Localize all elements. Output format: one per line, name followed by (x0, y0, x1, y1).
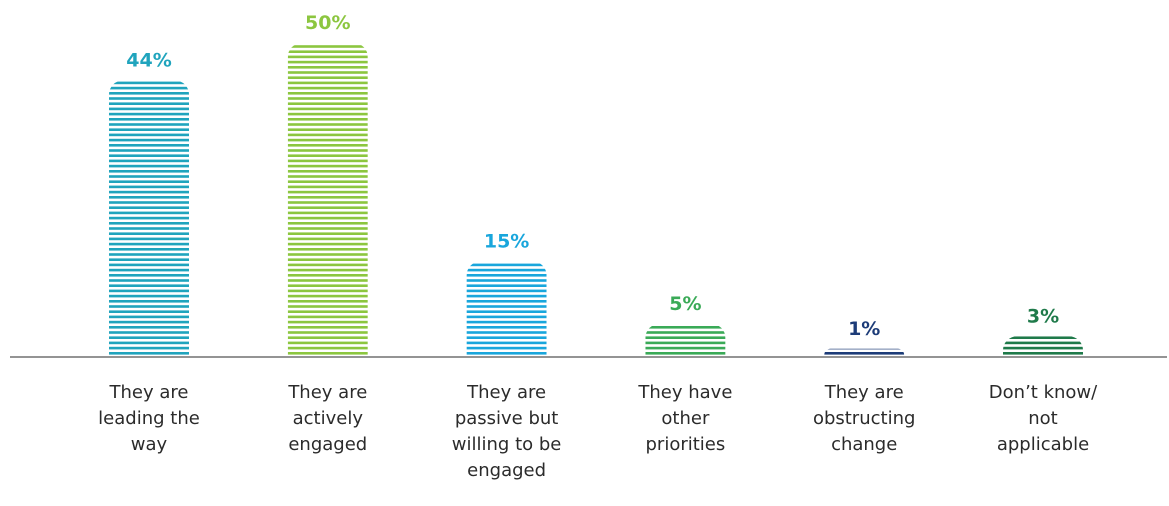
bar-2 (287, 45, 368, 355)
category-label-line: not (1028, 408, 1058, 429)
category-label-4: They have other priorities (610, 380, 760, 458)
bar-6 (1003, 336, 1083, 355)
category-label-line: passive but (454, 408, 559, 429)
category-label-line: They are (109, 382, 189, 403)
category-label-1: They are leading the way (74, 380, 224, 458)
category-label-line: They are (824, 382, 904, 403)
value-label-4: 5% (669, 293, 701, 315)
category-label-line: obstructing (812, 408, 916, 429)
category-label-line: They have (638, 382, 733, 403)
category-label-line: They are (288, 382, 368, 403)
value-label-5: 1% (848, 318, 880, 340)
bar-4 (645, 326, 726, 355)
category-label-line: Don’t know/ (988, 382, 1098, 403)
bar-3 (466, 263, 547, 355)
category-label-line: applicable (996, 434, 1090, 455)
category-label-line: other (661, 408, 710, 429)
category-label-line: actively (292, 408, 363, 429)
category-label-line: way (130, 434, 168, 455)
category-label-6: Don’t know/not applicable (968, 380, 1118, 458)
category-label-line: engaged (288, 434, 368, 455)
category-label-line: willing to be (451, 434, 562, 455)
category-label-5: They are obstructing change (789, 380, 939, 458)
value-label-2: 50% (305, 12, 350, 34)
bar-1 (109, 81, 189, 355)
category-label-line: leading the (98, 408, 200, 429)
category-label-3: They are passive but willing to be engaged (432, 380, 582, 484)
value-labels-group: 44% 50% 15% 5% 1% 3% (126, 12, 1059, 340)
value-label-6: 3% (1027, 305, 1059, 327)
value-label-1: 44% (126, 49, 171, 71)
category-label-line: engaged (467, 460, 547, 481)
category-label-2: They are actively engaged (253, 380, 403, 458)
category-label-line: priorities (645, 434, 726, 455)
value-label-3: 15% (484, 230, 529, 252)
bar-5 (824, 348, 905, 355)
category-label-line: change (831, 434, 898, 455)
bars-group (109, 45, 1083, 355)
category-label-line: They are (467, 382, 547, 403)
